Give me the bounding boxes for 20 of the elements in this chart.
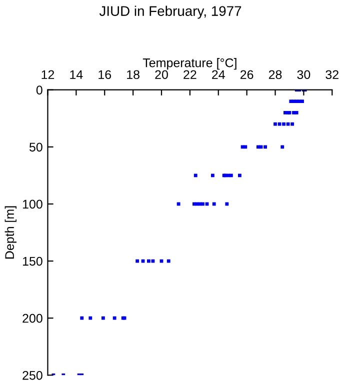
x-tick-label: 18	[127, 70, 140, 80]
x-tick-label: 22	[184, 70, 196, 79]
x-tick-label: 20	[155, 70, 168, 80]
x-tick-label: 24	[212, 70, 225, 79]
x-tick-label: 28	[268, 70, 282, 80]
x-tick-label: 16	[98, 70, 112, 80]
x-tick-label: 26	[240, 70, 254, 80]
y-tick-label: 250	[22, 370, 42, 380]
y-tick-label: 100	[22, 200, 42, 209]
x-tick-label: 32	[326, 70, 338, 80]
y-tick-label: 200	[22, 314, 42, 323]
y-tick-label: 0	[36, 86, 42, 95]
chart-title: JIUD in February, 1977	[99, 6, 242, 19]
y-tick-label: 50	[29, 142, 42, 152]
x-axis-title: Temperature [°C]	[142, 58, 236, 70]
x-tick-label: 30	[297, 70, 310, 80]
x-tick-label: 12	[42, 70, 54, 79]
y-axis-title: Depth [m]	[4, 206, 16, 259]
y-tick-label: 150	[22, 256, 42, 266]
x-tick-label: 14	[70, 70, 83, 79]
